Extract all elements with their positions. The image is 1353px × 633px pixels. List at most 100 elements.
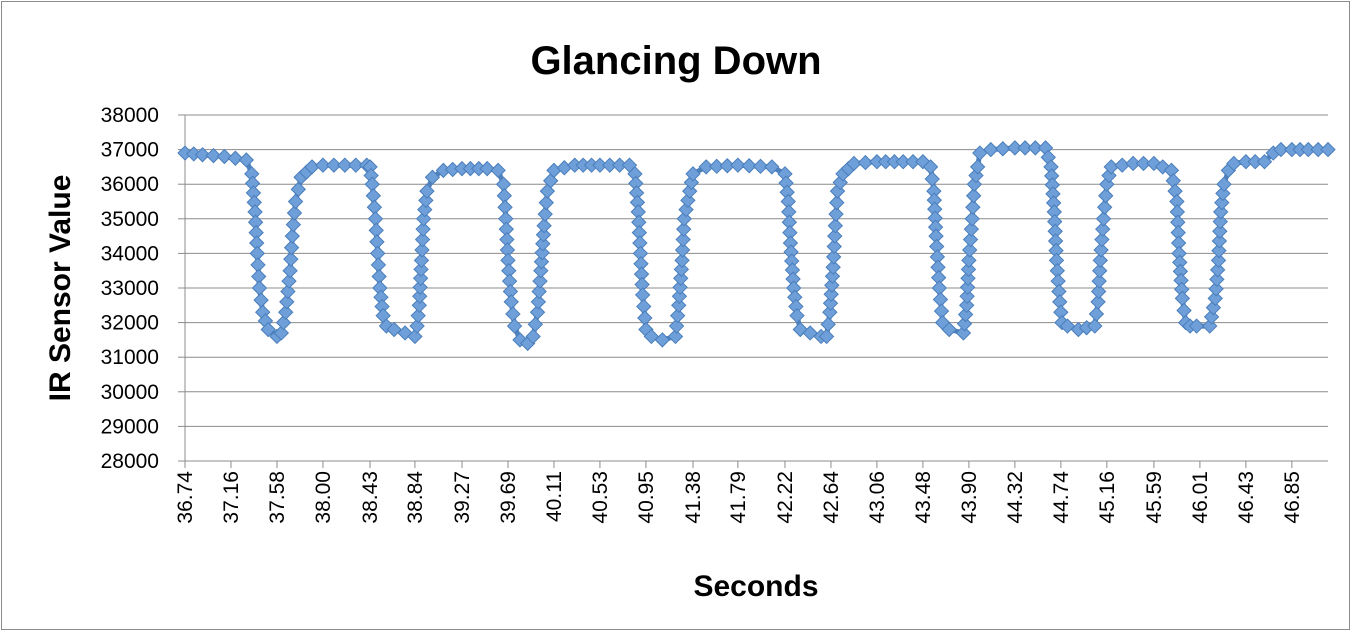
- data-point-marker: [933, 303, 950, 319]
- data-point-marker: [966, 176, 983, 192]
- data-point-marker: [1210, 252, 1227, 269]
- data-point-marker: [525, 328, 541, 345]
- data-point-marker: [931, 280, 948, 296]
- data-point-marker: [417, 201, 433, 218]
- data-point-marker: [412, 288, 428, 305]
- data-point-marker: [415, 211, 432, 227]
- data-point-marker: [969, 159, 986, 175]
- data-point-marker: [983, 141, 999, 158]
- data-point-marker: [995, 141, 1011, 157]
- data-point-marker: [671, 288, 688, 305]
- data-point-marker: [1027, 140, 1044, 156]
- y-tick-label: 36000: [101, 173, 159, 196]
- data-point-marker: [675, 221, 692, 237]
- series-group: [177, 140, 1336, 352]
- data-point-marker: [827, 218, 844, 234]
- data-point-marker: [941, 321, 957, 338]
- data-point-marker: [1125, 155, 1141, 172]
- data-point-marker: [273, 325, 290, 341]
- data-point-marker: [789, 307, 805, 324]
- data-point-marker: [634, 287, 651, 303]
- data-point-marker: [956, 316, 973, 332]
- x-tick-label: 41.38: [682, 471, 705, 524]
- x-axis-title: Seconds: [693, 570, 818, 603]
- data-point-marker: [287, 193, 304, 210]
- data-point-marker: [315, 157, 331, 173]
- x-tick-label: 39.27: [451, 471, 474, 524]
- data-point-marker: [535, 227, 552, 243]
- data-point-marker: [671, 297, 687, 314]
- axes: [178, 114, 1328, 468]
- data-point-marker: [251, 280, 268, 296]
- data-point-marker: [412, 279, 428, 296]
- data-point-marker: [412, 270, 429, 287]
- x-tick-label: 44.32: [1004, 471, 1027, 524]
- y-tick-label: 37000: [101, 139, 159, 162]
- data-point-marker: [962, 242, 978, 258]
- data-point-marker: [1095, 211, 1112, 227]
- data-point-marker: [636, 298, 652, 315]
- data-point-marker: [741, 158, 757, 174]
- data-point-marker: [284, 228, 301, 244]
- data-point-marker: [962, 231, 979, 248]
- data-point-marker: [1205, 299, 1222, 316]
- data-point-marker: [764, 159, 780, 175]
- data-point-marker: [418, 192, 434, 209]
- x-tick-label: 40.95: [635, 471, 658, 524]
- data-point-marker: [674, 242, 691, 258]
- x-tick-label: 41.79: [727, 471, 750, 524]
- data-point-marker: [1088, 306, 1105, 322]
- data-point-marker: [205, 147, 222, 164]
- data-point-marker: [1213, 204, 1229, 220]
- data-point-marker: [238, 152, 255, 168]
- data-point-marker: [828, 206, 844, 222]
- data-point-marker: [1176, 302, 1192, 319]
- data-point-marker: [960, 261, 977, 278]
- data-point-marker: [530, 294, 547, 310]
- data-point-marker: [643, 328, 660, 345]
- x-tick-label: 46.43: [1235, 471, 1258, 524]
- data-point-marker: [1212, 223, 1228, 239]
- data-point-marker: [959, 288, 975, 305]
- data-point-marker: [964, 211, 980, 227]
- data-point-marker: [414, 231, 431, 248]
- data-point-marker: [673, 270, 689, 287]
- y-tick-label: 34000: [101, 242, 159, 265]
- data-point-marker: [826, 238, 842, 255]
- data-point-marker: [506, 318, 523, 334]
- data-point-marker: [1320, 141, 1336, 158]
- data-point-marker: [1017, 140, 1033, 156]
- data-point-marker: [503, 294, 519, 310]
- data-point-marker: [1087, 318, 1103, 334]
- data-point-marker: [827, 228, 843, 244]
- data-point-marker: [279, 294, 295, 310]
- data-point-marker: [410, 307, 426, 324]
- data-point-marker: [1209, 271, 1225, 288]
- data-point-marker: [1135, 155, 1152, 172]
- x-tick-labels: 36.74 37.16 37.58 38.00 38.43 38.84 39.27 39.69…: [174, 471, 1304, 524]
- y-tick-label: 38000: [101, 104, 159, 127]
- x-tick-label: 37.16: [220, 471, 243, 524]
- data-point-marker: [1098, 188, 1114, 204]
- data-point-marker: [253, 292, 269, 308]
- data-point-marker: [282, 262, 298, 279]
- data-point-marker: [479, 160, 495, 177]
- data-point-marker: [824, 268, 841, 284]
- x-tick-label: 38.43: [359, 471, 382, 524]
- y-tick-label: 31000: [101, 346, 159, 369]
- data-point-marker: [752, 158, 769, 175]
- data-point-marker: [216, 148, 233, 165]
- data-point-marker: [534, 245, 550, 261]
- data-point-marker: [846, 155, 862, 172]
- data-point-marker: [1214, 194, 1230, 211]
- data-point-marker: [669, 307, 686, 324]
- data-point-marker: [1216, 176, 1232, 192]
- x-tick-label: 40.53: [589, 471, 612, 524]
- y-tick-label: 28000: [101, 450, 159, 473]
- data-point-marker: [1207, 290, 1223, 307]
- data-point-marker: [413, 252, 430, 269]
- data-point-marker: [654, 332, 671, 348]
- data-point-marker: [556, 160, 573, 176]
- data-point-marker: [539, 183, 556, 199]
- data-point-marker: [1090, 294, 1106, 310]
